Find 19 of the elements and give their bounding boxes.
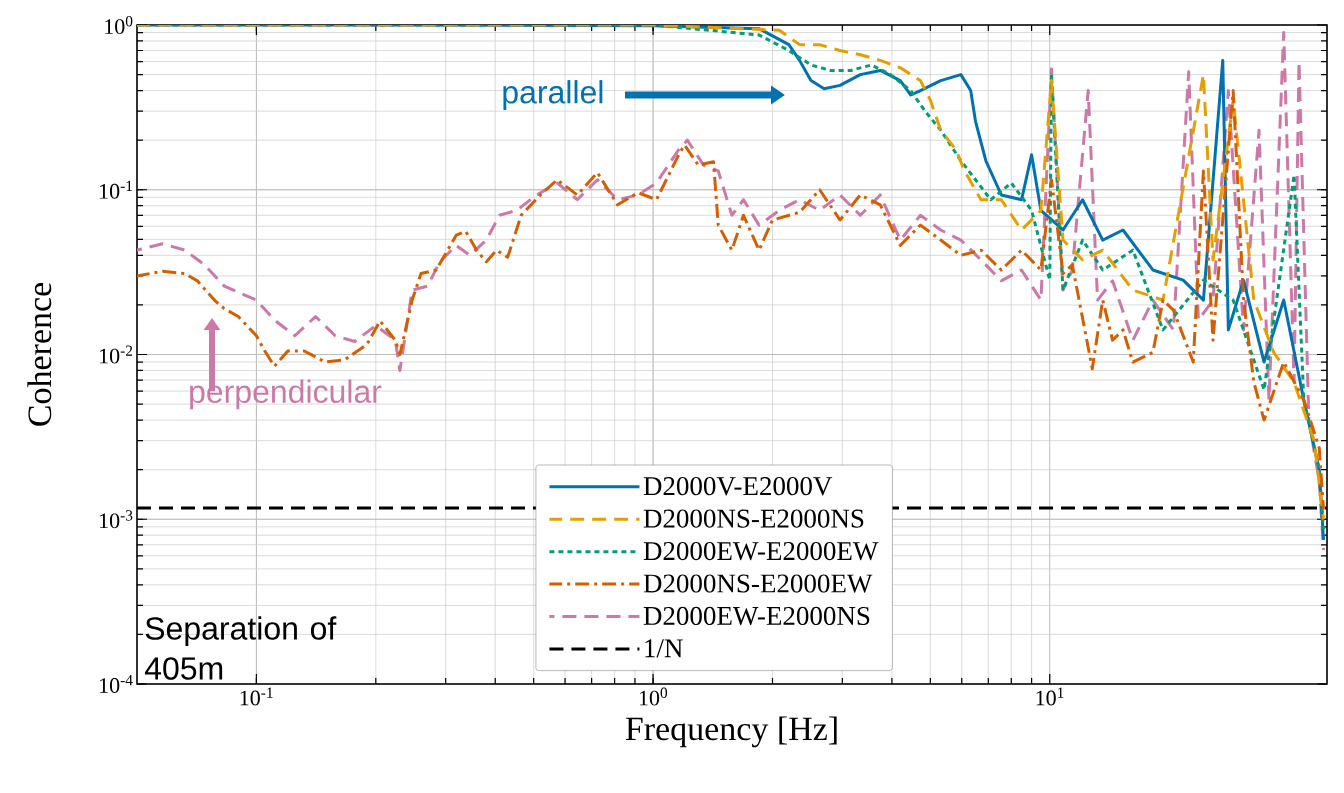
legend-label: D2000NS-E2000EW (643, 574, 873, 593)
annotation: parallel (503, 80, 603, 110)
legend-label: D2000EW-E2000NS (643, 606, 870, 626)
annotation: perpendicular (190, 379, 382, 410)
x-tick-label: 10$^{-1}$ (240, 687, 273, 706)
y-tick-label: 10$^{-2}$ (100, 345, 133, 364)
y-tick-label: 10$^{-3}$ (100, 510, 133, 529)
y-tick-label: 10$^{0}$ (105, 16, 133, 34)
x-tick-label: 10$^{1}$ (1036, 687, 1064, 706)
y-axis-title: Coherence (27, 282, 52, 426)
y-tick-label: 10$^{-1}$ (100, 180, 133, 199)
legend-label: D2000V-E2000V (643, 477, 833, 496)
x-axis-title: Frequency [Hz] (625, 716, 837, 748)
x-tick-label: 10$^{0}$ (639, 687, 668, 706)
y-tick-label: 10$^{-4}$ (100, 675, 133, 693)
annotation: Separation of 405m (144, 616, 337, 680)
legend-label: D2000EW-E2000EW (643, 541, 879, 561)
legend-label: D2000NS-E2000NS (643, 509, 864, 528)
legend-label: 1/N (645, 639, 683, 658)
